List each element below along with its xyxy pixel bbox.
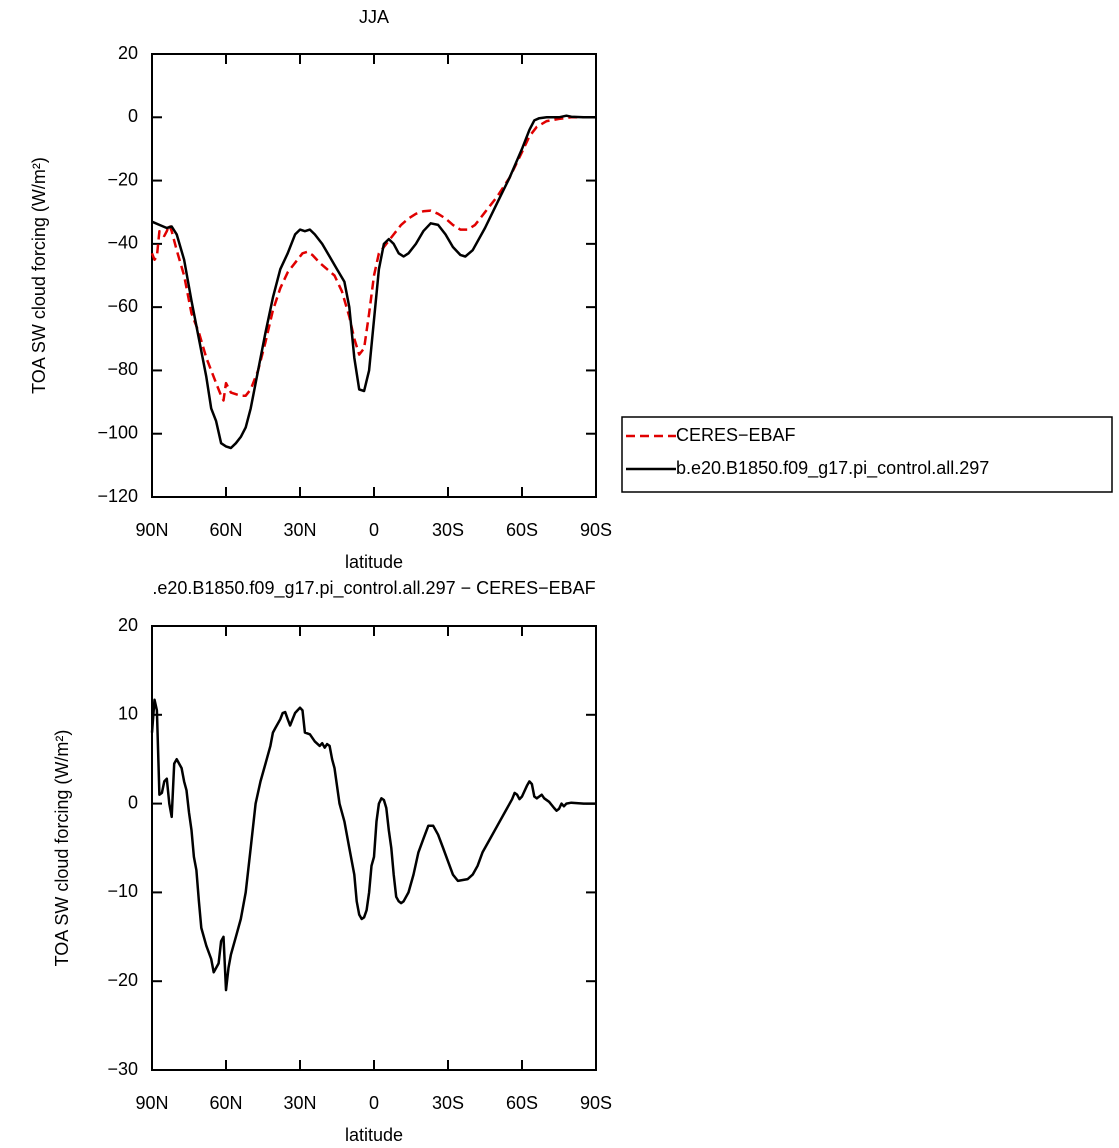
x-tick-label: 30N	[283, 520, 316, 540]
plot-frame	[151, 625, 597, 1071]
legend-label: CERES−EBAF	[676, 425, 796, 445]
series-line	[151, 114, 596, 450]
series-line	[150, 698, 596, 992]
x-tick-label: 90N	[135, 1093, 168, 1113]
y-tick-label: 10	[118, 704, 138, 724]
y-axis-label: TOA SW cloud forcing (W/m²)	[29, 157, 49, 394]
x-tick-label: 0	[369, 520, 379, 540]
x-tick-label: 60S	[506, 520, 538, 540]
x-tick-label: 60S	[506, 1093, 538, 1113]
chart-title: JJA	[359, 7, 389, 27]
x-tick-label: 60N	[209, 1093, 242, 1113]
y-tick-label: −20	[107, 169, 138, 189]
series-line	[150, 116, 596, 402]
plot-frame	[151, 53, 597, 498]
x-tick-label: 30N	[283, 1093, 316, 1113]
y-tick-label: −30	[107, 1059, 138, 1079]
x-tick-label: 90S	[580, 520, 612, 540]
y-tick-label: −80	[107, 359, 138, 379]
y-tick-label: −60	[107, 296, 138, 316]
x-tick-label: 60N	[209, 520, 242, 540]
x-axis-label: latitude	[345, 552, 403, 572]
x-axis-label: latitude	[345, 1125, 403, 1145]
y-tick-label: −120	[97, 486, 138, 506]
y-tick-label: −10	[107, 881, 138, 901]
x-tick-label: 30S	[432, 520, 464, 540]
x-tick-label: 30S	[432, 1093, 464, 1113]
x-tick-label: 90N	[135, 520, 168, 540]
y-tick-label: −20	[107, 970, 138, 990]
x-tick-label: 90S	[580, 1093, 612, 1113]
x-tick-label: 0	[369, 1093, 379, 1113]
y-tick-label: 20	[118, 615, 138, 635]
y-tick-label: −100	[97, 422, 138, 442]
legend-box	[621, 416, 1113, 493]
chart-title: .e20.B1850.f09_g17.pi_control.all.297 − …	[152, 578, 595, 599]
y-tick-label: 0	[128, 792, 138, 812]
legend-label: b.e20.B1850.f09_g17.pi_control.all.297	[676, 458, 989, 479]
y-tick-label: 20	[118, 43, 138, 63]
y-axis-label: TOA SW cloud forcing (W/m²)	[52, 730, 72, 967]
y-tick-label: −40	[107, 233, 138, 253]
y-tick-label: 0	[128, 106, 138, 126]
